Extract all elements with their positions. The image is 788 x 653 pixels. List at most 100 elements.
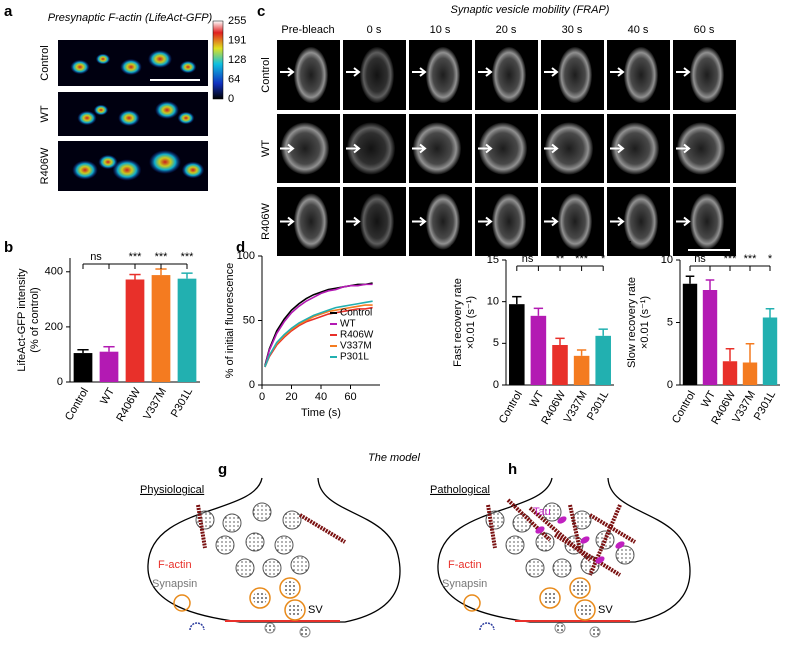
frap-bouton — [413, 122, 461, 175]
bar — [682, 283, 698, 385]
significance-label: *** — [575, 253, 589, 265]
vesicle — [543, 591, 557, 605]
f-actin — [298, 513, 347, 544]
significance-label: ns — [90, 251, 102, 263]
y-tick-label: 0 — [667, 379, 673, 391]
column-label: 10 s — [430, 24, 451, 36]
panel-letter: g — [218, 461, 227, 478]
frap-bouton — [492, 193, 526, 250]
vesicle — [525, 558, 545, 578]
x-tick-label: Control — [63, 386, 91, 423]
significance-label: ** — [556, 253, 565, 265]
frap-bouton — [624, 47, 658, 103]
bouton-outline — [147, 477, 401, 623]
model-title: Pathological — [430, 484, 490, 496]
row-label: Control — [260, 57, 272, 92]
fluorescence-blob — [112, 159, 142, 181]
endocytic-vesicle — [189, 622, 205, 631]
tau — [535, 526, 545, 534]
panel-letter: d — [236, 239, 245, 256]
arrow — [544, 143, 559, 154]
legend-label: Control — [340, 308, 372, 319]
synapsin-ring — [569, 577, 591, 599]
arrow — [346, 216, 361, 227]
f-actin — [506, 498, 552, 542]
fluorescence-blob — [95, 53, 111, 65]
fluorescence-blob — [118, 109, 140, 127]
docked-vesicle — [589, 626, 601, 638]
fluorescence-blob — [179, 60, 197, 74]
vesicle — [288, 603, 302, 617]
vesicle-fill — [617, 547, 633, 563]
x-tick-label: 0 — [259, 391, 265, 403]
y-tick-label: 100 — [237, 250, 255, 262]
x-tick-label: WT — [699, 389, 718, 410]
bar — [722, 361, 738, 385]
vesicle — [542, 502, 562, 522]
vesicle-fill — [514, 515, 530, 531]
arrow — [280, 143, 295, 154]
colorbar — [212, 20, 224, 100]
series-line — [264, 283, 373, 368]
significance-label: * — [768, 253, 773, 265]
vesicle — [595, 530, 615, 550]
bar — [151, 275, 171, 382]
arrow — [412, 216, 427, 227]
frap-bouton — [545, 122, 593, 175]
vesicle-fill — [507, 537, 523, 553]
vesicle-fill — [574, 512, 590, 528]
vesicle — [253, 591, 267, 605]
frap-bouton — [360, 193, 394, 250]
fluorescence-blob — [98, 154, 118, 170]
vesicle-fill — [554, 560, 570, 576]
f-actin — [588, 504, 622, 576]
fluorescence-blob — [70, 59, 90, 75]
vesicle-fill — [284, 512, 300, 528]
panel-letter: b — [4, 239, 13, 256]
y-tick-label: 0 — [249, 379, 255, 391]
fluorescence-blob — [148, 50, 172, 68]
y-tick-label: 0 — [57, 376, 63, 388]
arrow — [280, 67, 295, 77]
vesicle-fill — [264, 560, 280, 576]
column-label: Pre-bleach — [281, 24, 334, 36]
label-sv: SV — [308, 604, 323, 616]
bouton-outline — [437, 477, 691, 623]
column-label: 20 s — [496, 24, 517, 36]
colorbar-tick-label: 191 — [228, 34, 246, 46]
frap-bouton — [624, 193, 658, 250]
label-sv: SV — [598, 604, 613, 616]
legend-label: P301L — [340, 352, 369, 363]
vesicle — [262, 558, 282, 578]
column-label: 40 s — [628, 24, 649, 36]
fluorescence-blob — [120, 58, 142, 76]
vesicle — [235, 558, 255, 578]
y-axis-label: Fast recovery rate — [452, 278, 464, 367]
x-tick-label: WT — [528, 389, 547, 410]
significance-label: *** — [744, 253, 758, 265]
row-label: R406W — [260, 203, 272, 240]
bar — [595, 335, 611, 385]
arrow — [346, 143, 361, 154]
arrow — [676, 143, 691, 154]
y-tick-label: 10 — [661, 254, 673, 266]
y-axis-label: % of initial fluorescence — [224, 263, 236, 379]
series-line — [264, 300, 373, 368]
colorbar-tick-label: 255 — [228, 15, 246, 27]
x-tick-label: P301L — [169, 386, 195, 420]
vesicle — [615, 545, 635, 565]
label-f-actin: F-actin — [448, 559, 482, 571]
vesicle — [283, 581, 297, 595]
label-synapsin: Synapsin — [442, 578, 487, 590]
fluorescence-blob — [155, 101, 179, 119]
legend-label: R406W — [340, 330, 374, 341]
fluorescence-blob — [149, 150, 181, 174]
frap-bouton — [690, 193, 724, 250]
arrow — [676, 216, 691, 227]
x-tick-label: 60 — [344, 391, 356, 403]
x-tick-label: R406W — [114, 385, 143, 423]
label-synapsin: Synapsin — [152, 578, 197, 590]
y-tick-label: 5 — [493, 337, 499, 349]
vesicle-fill — [217, 537, 233, 553]
arrow — [478, 67, 493, 77]
